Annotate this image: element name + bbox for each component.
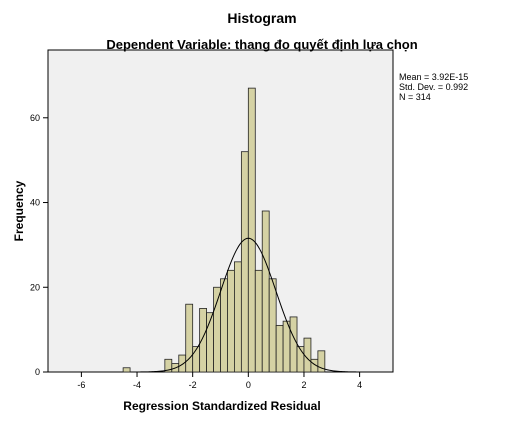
x-tick-label: -2 <box>189 380 197 390</box>
stat-mean: Mean = 3.92E-15 <box>399 72 468 82</box>
x-axis-title: Regression Standardized Residual <box>123 399 320 413</box>
chart-subtitle: Dependent Variable: thang đo quyết định … <box>106 37 417 52</box>
normal-curve <box>131 237 366 373</box>
histogram-bar <box>185 303 194 373</box>
x-tick-label: 2 <box>301 380 306 390</box>
histogram-bar <box>282 320 291 373</box>
histogram-bar <box>178 354 187 373</box>
histogram-bar <box>199 308 207 373</box>
histogram-bar <box>234 261 242 373</box>
x-tick-label: -6 <box>77 380 85 390</box>
histogram-bar <box>227 269 235 373</box>
x-tick-label: -4 <box>133 380 141 390</box>
histogram-bar <box>261 210 270 373</box>
x-tick-label: 4 <box>357 380 362 390</box>
y-axis-title: Frequency <box>12 180 26 241</box>
histogram-bar <box>220 278 228 373</box>
stat-std-dev: Std. Dev. = 0.992 <box>399 82 468 92</box>
histogram-bar <box>122 367 131 373</box>
histogram-bar <box>268 278 277 373</box>
histogram-bar <box>254 269 263 373</box>
x-tick-label: 0 <box>246 380 251 390</box>
y-tick-label: 0 <box>35 367 40 377</box>
histogram-bar <box>275 324 284 373</box>
y-tick-label: 20 <box>30 282 40 292</box>
histogram-bar <box>213 286 221 373</box>
chart-title: Histogram <box>227 10 296 26</box>
y-tick-label: 40 <box>30 198 40 208</box>
stat-n: N = 314 <box>399 92 431 102</box>
bars-layer <box>122 87 326 373</box>
histogram-bar <box>240 151 249 373</box>
y-tick-label: 60 <box>30 113 40 123</box>
histogram-bar <box>247 87 256 373</box>
histogram-bar <box>289 316 298 373</box>
curve-layer <box>131 237 366 373</box>
histogram-bar <box>317 350 326 373</box>
